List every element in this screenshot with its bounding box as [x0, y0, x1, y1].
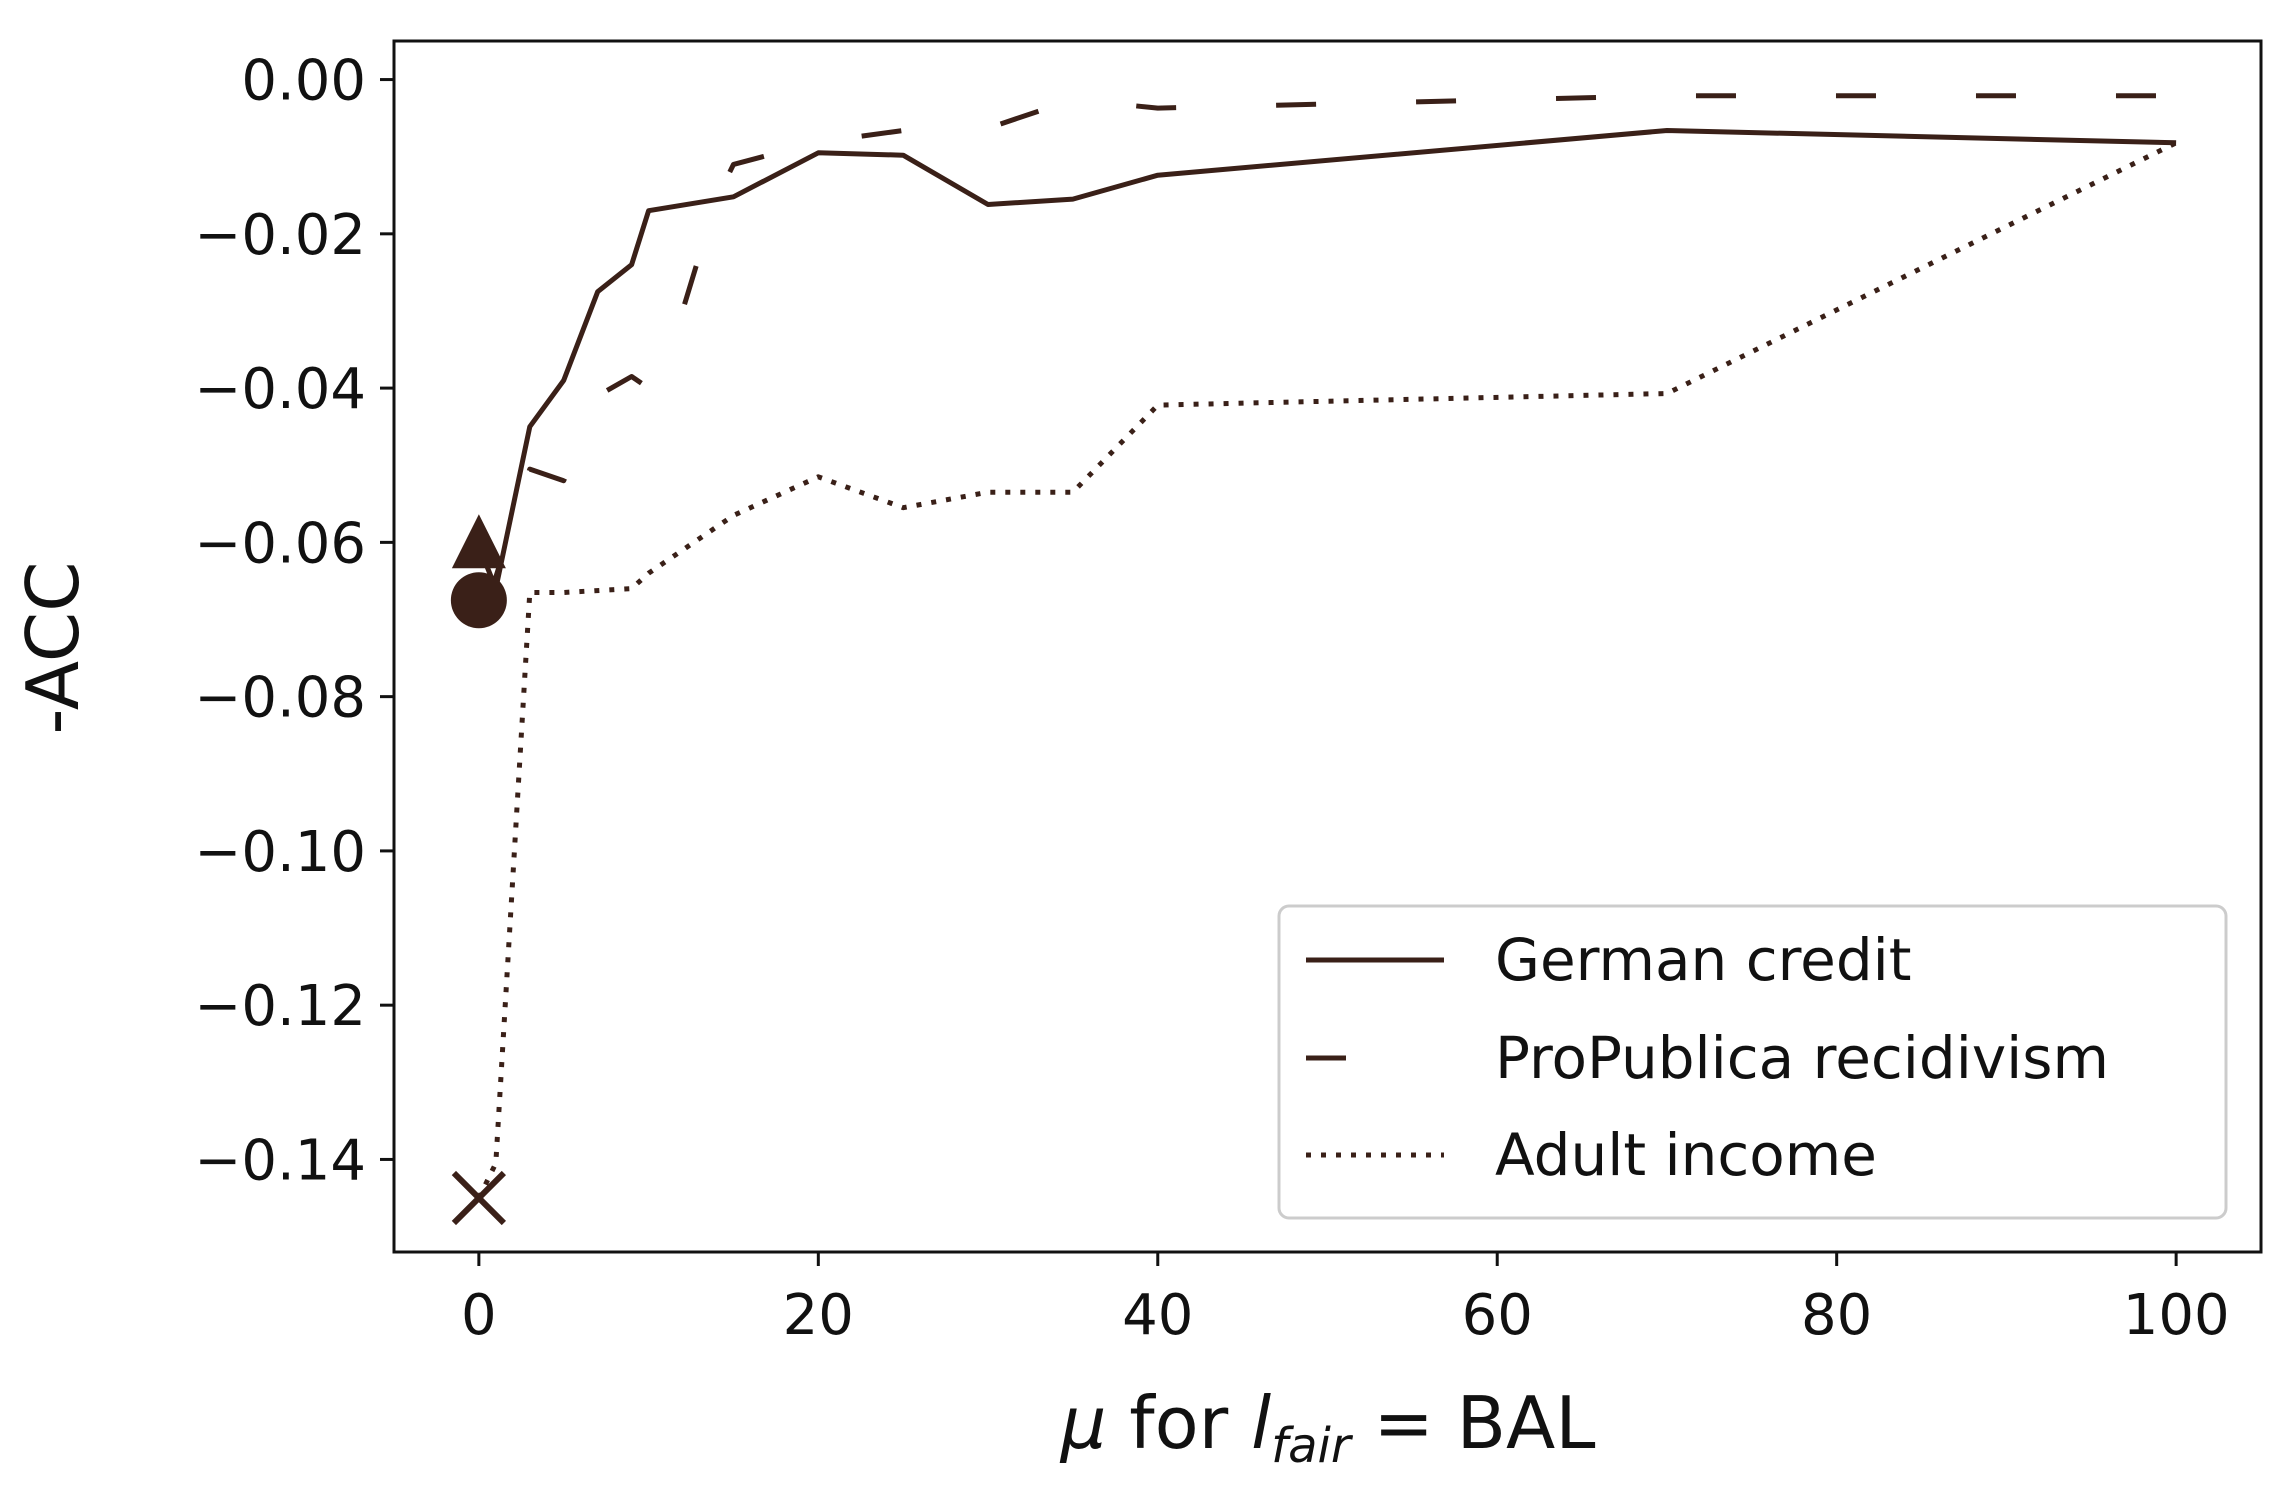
y-tick-label: −0.10 — [194, 820, 366, 885]
x-tick-label: 40 — [1122, 1283, 1193, 1348]
marker-circle-propublica-recidivism — [450, 572, 507, 629]
y-tick-label: −0.14 — [194, 1128, 366, 1193]
x-tick-label: 60 — [1462, 1283, 1533, 1348]
legend-label-adult-income: Adult income — [1495, 1121, 1877, 1189]
y-tick-label: −0.06 — [194, 511, 366, 576]
y-tick-label: −0.08 — [194, 666, 366, 731]
legend-entry-propublica-recidivism: ProPublica recidivism — [1306, 1024, 2109, 1092]
x-axis-label-mu: μ — [1060, 1381, 1107, 1465]
series-line-adult-income — [476, 140, 2178, 1200]
y-tick-label: −0.02 — [194, 203, 366, 268]
x-axis-label: μ for lfair = BAL — [1060, 1381, 1596, 1474]
x-axis-label-bal: = BAL — [1351, 1381, 1596, 1465]
legend: German credit ProPublica recidivism Adult … — [1277, 904, 2228, 1220]
x-axis-label-for: for — [1106, 1381, 1251, 1465]
legend-label-german-credit: German credit — [1495, 926, 1912, 994]
y-tick-label: 0.00 — [241, 49, 366, 114]
x-axis-label-var: l — [1251, 1381, 1271, 1465]
x-tick-label: 80 — [1801, 1283, 1872, 1348]
y-axis-label: -ACC — [11, 562, 95, 735]
x-tick-label: 0 — [461, 1283, 497, 1348]
plot-area-frame — [392, 39, 2263, 1254]
y-tick-label: −0.12 — [194, 974, 366, 1039]
legend-entry-adult-income: Adult income — [1306, 1121, 1877, 1189]
x-tick-label: 100 — [2123, 1283, 2230, 1348]
marker-x-adult-income — [451, 1170, 506, 1226]
x-axis-label-sub: fair — [1271, 1418, 1354, 1474]
legend-entry-german-credit: German credit — [1306, 926, 1912, 994]
y-tick-label: −0.04 — [194, 357, 366, 422]
marker-triangle-german-credit — [451, 514, 506, 569]
legend-label-propublica-recidivism: ProPublica recidivism — [1495, 1024, 2109, 1092]
series-line-german-credit — [476, 128, 2177, 592]
series-line-propublica-recidivism — [476, 93, 2177, 602]
x-tick-label: 20 — [783, 1283, 854, 1348]
legend-box — [1277, 904, 2228, 1220]
